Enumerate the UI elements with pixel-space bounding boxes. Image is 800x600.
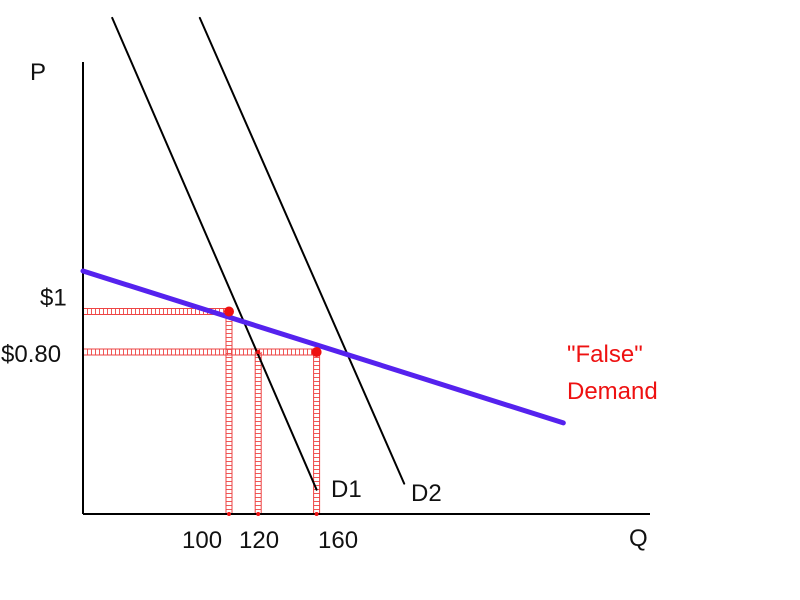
y-axis-label: P [30, 59, 46, 86]
equilibrium-point [311, 347, 322, 357]
axis-dot [314, 512, 319, 516]
guide-lines [83, 308, 321, 514]
demand-line-d2 [198, 16, 406, 485]
demand-line-d1 [111, 16, 318, 491]
series-label-d2: D2 [411, 480, 442, 507]
false-demand-annotation-line1: "False" [567, 341, 643, 368]
axes: P Q [30, 59, 650, 552]
price-tick-label: $0.80 [1, 341, 61, 368]
quantity-tick-label: 120 [239, 527, 279, 554]
equilibrium-points [224, 306, 322, 516]
quantity-tick-label: 100 [182, 527, 222, 554]
false-demand-annotation-line2: Demand [567, 378, 658, 405]
axis-dot [256, 512, 261, 516]
chart-labels: $1 $0.80 100 120 160 D1 D2 "False" Demand [1, 285, 658, 555]
reference-dot [256, 350, 261, 354]
equilibrium-point [224, 306, 234, 317]
demand-curves [80, 16, 566, 491]
series-label-d1: D1 [331, 476, 362, 503]
axis-dot [227, 512, 231, 516]
x-axis-label: Q [629, 525, 648, 552]
false-demand-line [80, 268, 566, 426]
price-tick-label: $1 [40, 285, 67, 312]
quantity-tick-label: 160 [318, 527, 358, 554]
